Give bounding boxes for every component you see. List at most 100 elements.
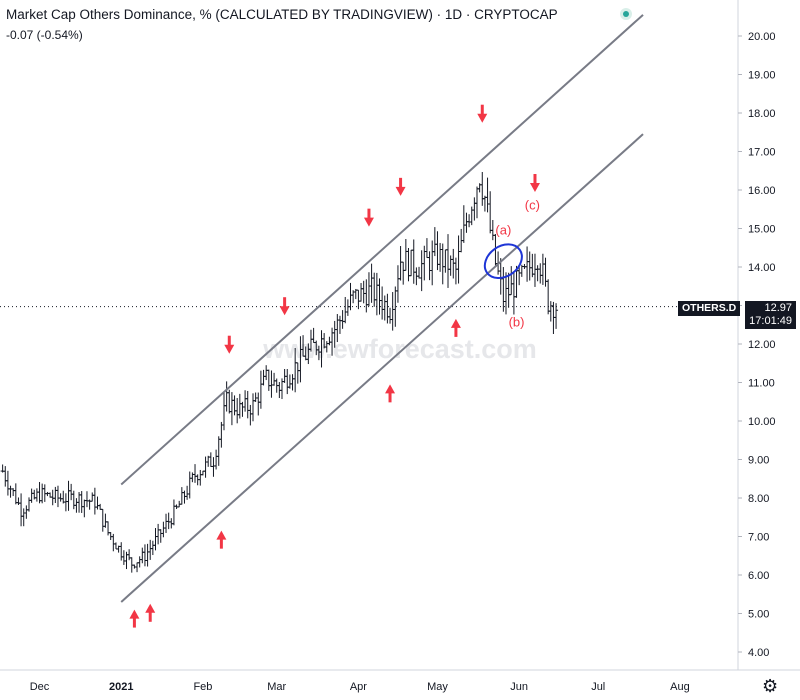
ohlc-bar [448,255,453,276]
ohlc-bar [535,265,540,282]
ohlc-bar [506,272,511,308]
ohlc-bar [245,390,250,419]
ohlc-bars [0,172,559,573]
y-tick-label: 12.00 [748,339,776,351]
x-tick-label: May [427,681,448,693]
ohlc-bar [237,393,242,419]
ohlc-bar [432,227,437,257]
ohlc-bar [343,296,348,324]
ohlc-bar [527,251,532,281]
ohlc-bar [106,521,111,536]
y-tick-label: 4.00 [748,647,769,659]
up-arrow-icon [385,384,396,403]
ohlc-bar [427,251,432,281]
ohlc-bar [485,177,490,213]
ohlc-bar [100,508,105,532]
ohlc-bar [548,301,553,322]
wave-label: (c) [525,197,540,212]
ohlc-bar [248,404,253,426]
ohlc-bar [19,493,24,527]
y-tick-label: 6.00 [748,570,769,582]
y-tick-label: 19.00 [748,70,776,82]
ohlc-bar [380,286,385,320]
ohlc-bar [34,488,39,502]
ohlc-bar [269,370,274,398]
x-tick-label: Dec [30,681,50,693]
annotations: (a) (b) (c) [129,104,540,628]
ohlc-bar [464,212,469,233]
y-tick-label: 17.00 [748,147,776,159]
ohlc-bar [229,392,234,426]
ohlc-bar [127,549,132,561]
y-tick-label: 16.00 [748,185,776,197]
ohlc-bar [501,267,506,312]
down-arrow-icon [279,297,290,316]
ohlc-bar [285,368,290,395]
ohlc-bar [467,214,472,228]
ohlc-bar [3,466,8,487]
ohlc-bar [372,272,377,307]
ohlc-bar [13,483,18,505]
ohlc-bar [63,493,68,512]
ohlc-bar [266,369,271,391]
ohlc-bar [250,393,255,422]
ohlc-bar [187,471,192,499]
ohlc-bar [258,370,263,409]
ohlc-bar [82,499,87,518]
ohlc-bar [395,265,400,303]
ohlc-bar [453,257,458,285]
ohlc-bar [37,482,42,504]
ohlc-bar [219,421,224,448]
ohlc-bar [11,488,16,497]
ohlc-bar [461,205,466,243]
ohlc-bar [55,485,60,508]
ohlc-bar [182,490,187,504]
ohlc-bar [525,246,530,282]
green-dot-icon [620,8,632,20]
ohlc-bar [211,457,216,477]
down-arrow-icon [363,208,374,227]
ohlc-bar [337,315,342,334]
gear-icon[interactable]: ⚙ [762,676,779,696]
y-tick-label: 14.00 [748,262,776,274]
ohlc-bar [235,398,240,424]
ohlc-bar [554,303,559,329]
ohlc-bar [140,547,145,564]
ohlc-bar [243,390,248,412]
ohlc-bar [490,219,495,241]
ohlc-bar [216,436,221,466]
y-tick-label: 15.00 [748,224,776,236]
ohlc-bar [156,523,161,545]
ohlc-bar [164,513,169,533]
ohlc-bar [40,483,45,504]
ohlc-bar [417,266,422,279]
ohlc-bar [382,295,387,321]
ohlc-bar [26,497,31,512]
channel-lines [120,14,644,603]
ohlc-bar [185,485,190,500]
ohlc-bar [401,261,406,285]
ohlc-bar [446,234,451,288]
x-tick-label: Jun [510,681,528,693]
ohlc-bar [264,365,269,381]
ohlc-bar [193,464,198,483]
ohlc-bar [261,369,266,386]
ohlc-bar [42,484,47,502]
ohlc-bar [224,381,229,412]
ohlc-bar [208,452,213,467]
ohlc-bar [366,272,371,307]
symbol-label: OTHERS.D [678,301,741,316]
ohlc-bar [456,235,461,284]
ohlc-bar [385,293,390,324]
ohlc-bar [374,272,379,316]
ohlc-bar [411,239,416,284]
x-tick-label: Aug [670,681,690,693]
ohlc-bar [103,513,108,528]
ohlc-bar [222,392,227,431]
ohlc-bar [232,395,237,416]
ohlc-bar [419,250,424,292]
ohlc-bar [135,562,140,573]
ohlc-bar [113,542,118,550]
ohlc-bar [451,248,456,279]
